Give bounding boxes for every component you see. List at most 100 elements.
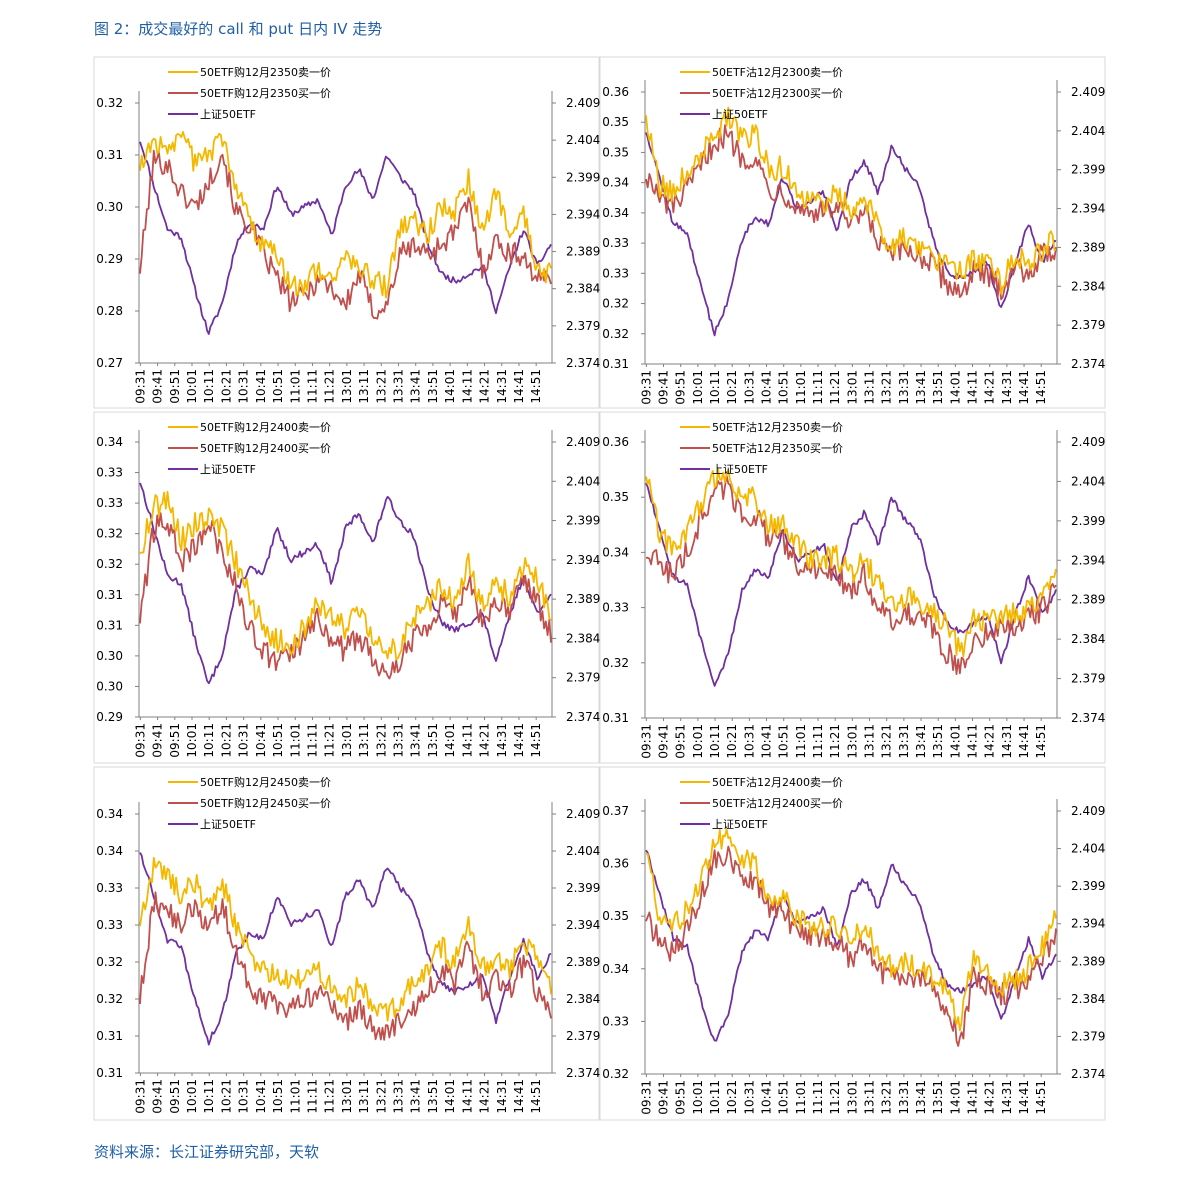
x-tick-label: 11:11 (305, 723, 319, 758)
x-tick-label: 10:51 (777, 724, 791, 759)
figure-source: 资料来源：长江证券研究部，天软 (94, 1143, 320, 1161)
right-tick-label: 2.409 (566, 96, 600, 110)
x-tick-label: 10:31 (237, 369, 251, 404)
left-tick-label: 0.32 (96, 557, 123, 571)
right-tick-label: 2.394 (566, 553, 600, 567)
x-tick-label: 11:11 (811, 1080, 825, 1115)
x-tick-label: 14:21 (983, 370, 997, 405)
right-tick-label: 2.379 (1071, 318, 1105, 332)
x-tick-label: 10:51 (777, 1080, 791, 1115)
figure-title: 图 2：成交最好的 call 和 put 日内 IV 走势 (94, 20, 383, 38)
left-tick-label: 0.31 (602, 711, 629, 725)
series-line-sell (139, 130, 552, 299)
x-tick-label: 10:01 (185, 723, 199, 758)
right-tick-label: 2.389 (566, 955, 600, 969)
x-tick-label: 13:01 (845, 1080, 859, 1115)
x-tick-label: 13:11 (357, 1079, 371, 1114)
x-tick-label: 09:51 (674, 724, 688, 759)
left-tick-label: 0.30 (96, 649, 123, 663)
x-tick-label: 11:21 (828, 724, 842, 759)
x-tick-label: 14:11 (966, 1080, 980, 1115)
legend-label: 上证50ETF (712, 108, 768, 121)
x-tick-label: 10:11 (202, 1079, 216, 1114)
series-line-etf (139, 482, 552, 685)
x-tick-label: 14:41 (512, 1079, 526, 1114)
x-tick-label: 10:31 (742, 370, 756, 405)
x-tick-label: 10:11 (708, 1080, 722, 1115)
x-tick-label: 13:21 (374, 369, 388, 404)
x-tick-label: 10:41 (760, 724, 774, 759)
right-tick-label: 2.399 (566, 170, 600, 184)
x-tick-label: 11:01 (794, 1080, 808, 1115)
right-tick-label: 2.409 (1071, 804, 1105, 818)
x-tick-label: 14:01 (443, 369, 457, 404)
x-tick-label: 10:41 (254, 1079, 268, 1114)
x-tick-label: 14:51 (1034, 724, 1048, 759)
x-tick-label: 10:41 (254, 369, 268, 404)
x-tick-label: 10:01 (185, 1079, 199, 1114)
left-tick-label: 0.32 (96, 527, 123, 541)
left-tick-label: 0.36 (602, 85, 629, 99)
x-tick-label: 09:41 (151, 723, 165, 758)
x-tick-label: 10:11 (708, 370, 722, 405)
x-tick-label: 11:21 (323, 1079, 337, 1114)
series-line-buy (139, 149, 552, 320)
right-tick-label: 2.399 (1071, 514, 1105, 528)
x-tick-label: 11:11 (811, 370, 825, 405)
chart-panel-3: 0.34 0.33 0.33 0.32 0.32 0.31 0.31 0.30 0.30 0.29… (93, 411, 600, 764)
x-tick-label: 13:21 (374, 723, 388, 758)
x-tick-label: 14:01 (443, 1079, 457, 1114)
x-tick-label: 13:21 (880, 370, 894, 405)
x-tick-label: 09:31 (639, 724, 653, 759)
x-tick-label: 14:11 (460, 723, 474, 758)
x-tick-label: 10:41 (760, 370, 774, 405)
right-tick-label: 2.389 (1071, 954, 1105, 968)
right-tick-label: 2.379 (566, 1029, 600, 1043)
x-tick-label: 11:21 (828, 1080, 842, 1115)
x-tick-label: 11:21 (828, 370, 842, 405)
right-tick-label: 2.404 (1071, 842, 1105, 856)
left-tick-label: 0.31 (96, 1066, 123, 1080)
right-tick-label: 2.374 (566, 1066, 600, 1080)
x-tick-label: 09:51 (168, 1079, 182, 1114)
right-tick-label: 2.404 (566, 133, 600, 147)
left-tick-label: 0.33 (602, 266, 629, 280)
x-tick-label: 14:11 (966, 724, 980, 759)
right-tick-label: 2.384 (1071, 279, 1105, 293)
x-tick-label: 14:11 (966, 370, 980, 405)
x-tick-label: 09:31 (133, 723, 147, 758)
series-line-sell (645, 468, 1057, 658)
x-tick-label: 13:51 (426, 723, 440, 758)
x-tick-label: 13:51 (931, 1080, 945, 1115)
left-tick-label: 0.31 (96, 1029, 123, 1043)
left-tick-label: 0.33 (602, 601, 629, 615)
x-tick-label: 14:01 (948, 1080, 962, 1115)
x-tick-label: 10:21 (219, 369, 233, 404)
x-tick-label: 09:51 (674, 370, 688, 405)
right-tick-label: 2.374 (1071, 711, 1105, 725)
x-tick-label: 13:51 (426, 1079, 440, 1114)
x-tick-label: 09:51 (168, 369, 182, 404)
legend-label: 50ETF购12月2350买一价 (200, 86, 331, 100)
left-tick-label: 0.32 (602, 1067, 629, 1081)
x-tick-label: 11:01 (794, 370, 808, 405)
x-tick-label: 13:31 (392, 1079, 406, 1114)
legend-label: 50ETF购12月2450卖一价 (200, 775, 331, 789)
x-tick-label: 14:11 (460, 1079, 474, 1114)
left-tick-label: 0.34 (96, 844, 123, 858)
x-tick-label: 10:01 (691, 370, 705, 405)
x-tick-label: 10:01 (691, 1080, 705, 1115)
x-tick-label: 09:41 (657, 1080, 671, 1115)
x-tick-label: 14:31 (1000, 1080, 1014, 1115)
series-line-buy (645, 845, 1057, 1047)
left-tick-label: 0.29 (96, 710, 123, 724)
x-tick-label: 13:41 (409, 723, 423, 758)
left-tick-label: 0.33 (96, 466, 123, 480)
x-tick-label: 13:11 (863, 724, 877, 759)
legend-label: 50ETF购12月2400买一价 (200, 441, 331, 455)
x-tick-label: 13:31 (392, 723, 406, 758)
right-tick-label: 2.384 (566, 992, 600, 1006)
right-tick-label: 2.389 (566, 245, 600, 259)
left-tick-label: 0.32 (96, 992, 123, 1006)
series-line-etf (139, 141, 552, 335)
